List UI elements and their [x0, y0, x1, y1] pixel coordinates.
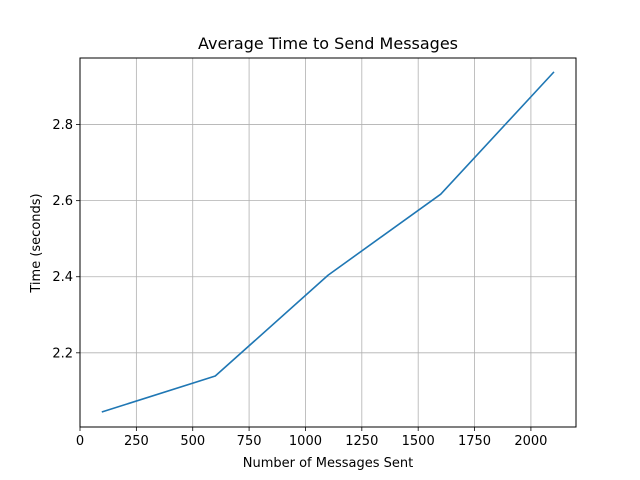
x-axis-title: Number of Messages Sent [243, 456, 414, 471]
y-tick-label: 2.4 [52, 270, 73, 285]
chart-title: Average Time to Send Messages [198, 34, 458, 53]
y-axis: 2.2 2.4 2.6 2.8 [52, 118, 80, 361]
x-axis: 0 250 500 750 1000 1250 1500 1750 2000 [76, 427, 547, 449]
y-axis-title: Time (seconds) [29, 193, 44, 293]
x-tick-label: 1250 [345, 434, 378, 449]
x-tick-label: 500 [180, 434, 205, 449]
x-tick-label: 1500 [402, 434, 435, 449]
x-tick-label: 1750 [458, 434, 491, 449]
x-tick-label: 250 [124, 434, 149, 449]
x-tick-label: 2000 [514, 434, 547, 449]
x-tick-label: 1000 [289, 434, 322, 449]
series-line [101, 71, 555, 413]
plot-frame [79, 57, 577, 428]
grid-layer [79, 58, 576, 427]
series-layer [101, 71, 555, 413]
y-tick-label: 2.6 [52, 194, 73, 209]
x-tick-label: 0 [76, 434, 84, 449]
plot-area [79, 57, 577, 428]
y-tick-label: 2.8 [52, 118, 73, 133]
x-tick-label: 750 [237, 434, 262, 449]
y-tick-label: 2.2 [52, 346, 73, 361]
